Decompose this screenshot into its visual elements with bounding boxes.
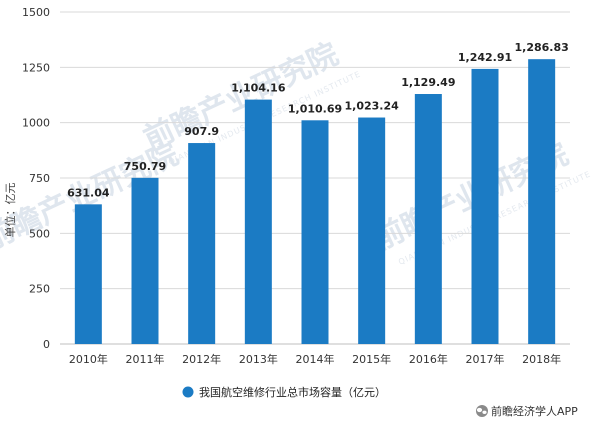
credit-text: 前瞻经济学人APP xyxy=(491,404,578,418)
x-tick-label: 2018年 xyxy=(522,352,561,366)
bar xyxy=(528,59,556,344)
bar xyxy=(188,143,216,344)
y-tick-label: 750 xyxy=(29,172,50,185)
legend-label: 我国航空维修行业总市场容量（亿元） xyxy=(199,385,386,399)
y-tick-label: 250 xyxy=(29,283,50,296)
data-label: 631.04 xyxy=(67,186,110,199)
bar xyxy=(301,120,329,344)
data-label: 1,104.16 xyxy=(231,82,286,95)
bar xyxy=(414,94,442,344)
bar xyxy=(74,204,102,344)
y-tick-label: 0 xyxy=(43,338,50,351)
x-tick-label: 2014年 xyxy=(296,352,335,366)
legend-swatch xyxy=(182,386,194,398)
x-tick-label: 2017年 xyxy=(466,352,505,366)
data-label: 1,129.49 xyxy=(401,76,455,89)
credit: 前瞻经济学人APP xyxy=(476,404,578,418)
wechat-icon xyxy=(476,405,488,417)
y-axis-label: 单位：亿元 xyxy=(3,183,17,238)
x-tick-label: 2011年 xyxy=(126,352,165,366)
axis-ticks: 0 250 500 750 1000 1250 1500 2010年 2011年 2012年 201… xyxy=(22,6,561,366)
y-tick-label: 1000 xyxy=(22,117,50,130)
bar xyxy=(358,117,386,344)
x-tick-label: 2013年 xyxy=(239,352,278,366)
data-label: 1,023.24 xyxy=(345,100,400,113)
x-tick-label: 2016年 xyxy=(409,352,448,366)
bar xyxy=(131,177,159,344)
data-label: 1,286.83 xyxy=(515,41,569,54)
bar xyxy=(471,68,499,344)
legend: 我国航空维修行业总市场容量（亿元） xyxy=(182,385,386,399)
x-tick-label: 2015年 xyxy=(352,352,391,366)
data-labels: 631.04 750.79 907.9 1,104.161,010.69 1,023.2… xyxy=(67,41,569,199)
y-tick-label: 500 xyxy=(29,227,50,240)
x-tick-label: 2010年 xyxy=(69,352,108,366)
data-label: 750.79 xyxy=(124,160,166,173)
bar xyxy=(244,99,272,345)
data-label: 1,010.69 xyxy=(288,102,342,115)
y-tick-label: 1250 xyxy=(22,61,50,74)
y-tick-label: 1500 xyxy=(22,6,50,19)
data-label: 907.9 xyxy=(184,125,219,138)
data-label: 1,242.91 xyxy=(458,51,512,64)
x-tick-label: 2012年 xyxy=(182,352,221,366)
bars xyxy=(74,59,556,345)
